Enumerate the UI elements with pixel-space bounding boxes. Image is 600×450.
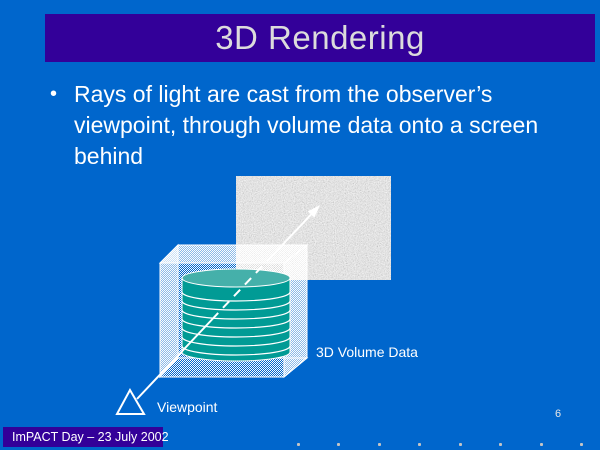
footer-dot — [579, 442, 583, 446]
footer-bar: ImPACT Day – 23 July 2002 — [3, 427, 169, 447]
footer-dot — [418, 442, 422, 446]
footer-dot — [499, 442, 503, 446]
viewpoint-eye-triangle-icon — [115, 387, 146, 415]
footer-dot — [337, 442, 341, 446]
footer-dot — [458, 442, 462, 446]
footer-dot — [539, 442, 543, 446]
viewpoint-label: Viewpoint — [157, 399, 218, 415]
title-bar: 3D Rendering — [45, 14, 595, 62]
footer-dot — [377, 442, 381, 446]
bullet-text: Rays of light are cast from the observer… — [74, 81, 539, 169]
footer-dots — [297, 441, 583, 447]
bullet-block: • Rays of light are cast from the observ… — [50, 79, 570, 172]
footer-text: ImPACT Day – 23 July 2002 — [12, 430, 169, 444]
page-number: 6 — [555, 408, 562, 420]
volume-data-label: 3D Volume Data — [316, 344, 418, 360]
cast-ray-arrow-icon — [136, 205, 320, 400]
volume-cylinder — [181, 268, 291, 362]
footer-dot — [297, 442, 300, 446]
bullet-icon: • — [50, 83, 58, 105]
slide-title: 3D Rendering — [215, 19, 425, 56]
